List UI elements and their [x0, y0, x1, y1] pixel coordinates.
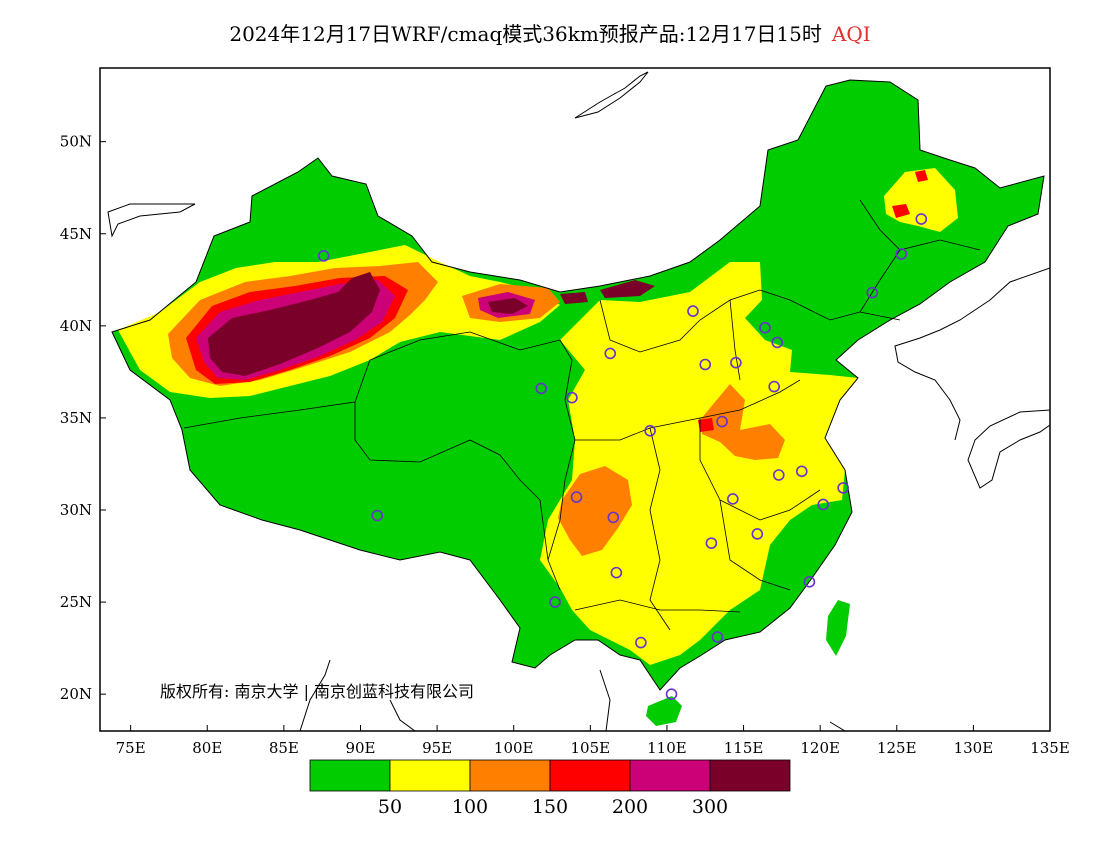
- lon-tick-label: 75E: [116, 739, 146, 757]
- aqi-hotspot-5: [892, 204, 910, 218]
- station-marker: [837, 482, 849, 494]
- legend-label: 150: [532, 796, 568, 818]
- aqi-hotspot-6: [915, 170, 928, 182]
- station-marker: [317, 250, 330, 262]
- station-marker: [751, 528, 764, 540]
- station-marker: [771, 336, 784, 349]
- station-marker: [795, 465, 808, 478]
- lon-tick-label: 105E: [571, 739, 611, 757]
- station-marker: [711, 631, 724, 643]
- latitude-axis: 20N 25N 30N 35N 40N 45N 50N: [60, 133, 106, 703]
- station-marker: [687, 305, 699, 317]
- station-marker: [635, 636, 647, 649]
- lat-tick-label: 30N: [60, 501, 92, 519]
- aqi-hotspot-3: [560, 292, 588, 304]
- aqi-hotspot-4: [600, 280, 655, 298]
- station-marker: [803, 576, 816, 588]
- lat-tick-label: 50N: [60, 133, 92, 151]
- station-marker: [817, 498, 830, 511]
- hainan-island: [646, 696, 682, 726]
- west-coastline: [107, 203, 196, 238]
- aqi-region-moderate-east: [540, 262, 858, 665]
- station-marker: [866, 286, 879, 299]
- legend-swatch: [549, 759, 631, 792]
- lat-tick-label: 20N: [60, 685, 92, 703]
- lon-tick-label: 115E: [724, 739, 764, 757]
- lon-tick-label: 135E: [1030, 739, 1070, 757]
- lon-tick-label: 130E: [954, 739, 994, 757]
- title-variable: AQI: [831, 22, 871, 46]
- legend-label: 50: [378, 796, 402, 818]
- legend-swatch: [709, 759, 791, 792]
- taiwan-island: [826, 600, 850, 656]
- station-marker: [915, 213, 928, 225]
- legend-swatch: [389, 759, 471, 792]
- station-marker: [566, 391, 578, 404]
- station-marker: [549, 596, 561, 608]
- station-marker: [604, 347, 617, 360]
- station-marker: [610, 566, 623, 579]
- station-marker: [570, 491, 583, 503]
- lon-tick-label: 90E: [345, 739, 375, 757]
- station-marker: [535, 382, 548, 395]
- lon-tick-label: 80E: [192, 739, 222, 757]
- legend-swatch: [469, 759, 551, 792]
- aqi-region-orange-henan: [700, 384, 785, 460]
- south-asia-coastline: [299, 659, 846, 731]
- lon-tick-label: 120E: [800, 739, 840, 757]
- lon-tick-label: 100E: [494, 739, 534, 757]
- lon-tick-label: 95E: [422, 739, 452, 757]
- station-marker: [699, 358, 712, 371]
- aqi-hotspot-7: [698, 418, 714, 432]
- lat-tick-label: 35N: [60, 409, 92, 427]
- station-marker: [759, 321, 771, 334]
- legend-swatch: [629, 759, 711, 792]
- station-marker: [716, 415, 728, 428]
- station-marker: [727, 493, 739, 505]
- aqi-region-orange-sichuan: [558, 466, 632, 556]
- china-border: [111, 79, 1045, 691]
- lon-tick-label: 85E: [269, 739, 299, 757]
- lon-tick-label: 125E: [877, 739, 917, 757]
- copyright-text: 版权所有: 南京大学 | 南京创蓝科技有限公司: [160, 682, 474, 701]
- station-marker: [730, 356, 742, 369]
- lat-tick-label: 25N: [60, 593, 92, 611]
- station-marker: [371, 509, 384, 522]
- lat-tick-label: 45N: [60, 225, 92, 243]
- lake-baikal: [574, 71, 649, 119]
- aqi-region-maroon-tarim: [208, 272, 380, 376]
- station-marker: [772, 469, 785, 481]
- title-text: 2024年12月17日WRF/cmaq模式36km预报产品:12月17日15时: [229, 22, 822, 46]
- korea-japan-coastline: [894, 267, 1050, 489]
- station-marker: [644, 425, 656, 437]
- legend-label: 100: [452, 796, 488, 818]
- aqi-hotspot-2: [488, 298, 528, 314]
- station-marker: [665, 688, 678, 700]
- station-marker: [607, 511, 620, 524]
- legend-label: 300: [692, 796, 728, 818]
- lon-tick-label: 110E: [647, 739, 687, 757]
- aqi-legend: 50 100 150 200 300: [309, 759, 791, 818]
- station-markers: [317, 213, 928, 700]
- longitude-axis: 75E 80E 85E 90E 95E 100E 105E 110E 115E 120E 125E 1…: [116, 725, 1070, 757]
- station-marker: [768, 380, 780, 393]
- map-title: 2024年12月17日WRF/cmaq模式36km预报产品:12月17日15时 A…: [0, 18, 1100, 47]
- station-marker: [705, 537, 718, 549]
- legend-label: 200: [612, 796, 648, 818]
- station-marker: [895, 248, 908, 260]
- legend-swatch: [309, 759, 391, 792]
- lat-tick-label: 40N: [60, 317, 92, 335]
